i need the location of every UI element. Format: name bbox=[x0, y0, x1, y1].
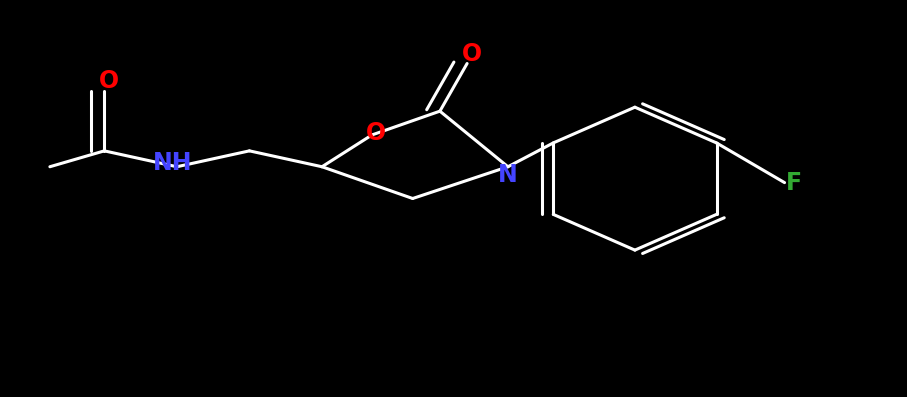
Text: F: F bbox=[785, 171, 802, 195]
Text: NH: NH bbox=[152, 151, 192, 175]
Text: O: O bbox=[366, 121, 386, 145]
Text: O: O bbox=[99, 69, 119, 93]
Text: O: O bbox=[462, 42, 482, 66]
Text: N: N bbox=[498, 163, 518, 187]
